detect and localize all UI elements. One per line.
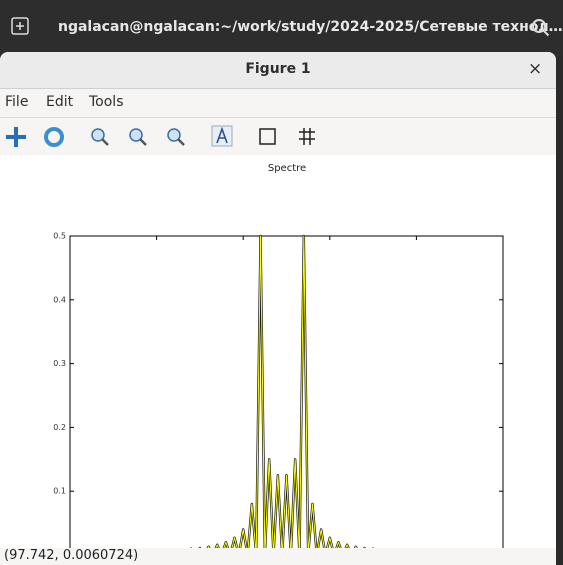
axes-box-tool[interactable] xyxy=(259,128,276,145)
menu-item[interactable]: Edit xyxy=(46,94,74,110)
insert-text-tool[interactable] xyxy=(211,125,233,147)
toolbar xyxy=(0,117,556,147)
axes-box xyxy=(69,235,504,548)
new-tab-button[interactable] xyxy=(8,14,34,40)
y-tick-label: 0.5 xyxy=(53,232,66,241)
zoom-in-tool[interactable] xyxy=(91,128,109,146)
title-bar: Figure 1 × xyxy=(0,52,556,89)
menu-bar: File Edit Tools xyxy=(0,89,556,117)
line xyxy=(199,235,366,548)
status-bar: (97.742, 0.0060724) xyxy=(4,548,139,563)
window-title: Figure 1 xyxy=(245,61,311,77)
terminal-title: ngalacan@ngalacan:~/work/study/2024-2025… xyxy=(58,19,563,35)
y-tick-label: 0.1 xyxy=(53,487,66,496)
pan-tool[interactable] xyxy=(6,127,26,147)
menu-item[interactable]: Tools xyxy=(89,94,124,110)
line-edge xyxy=(190,234,375,548)
menu-item[interactable]: File xyxy=(5,94,29,110)
terminal-header: ngalacan@ngalacan:~/work/study/2024-2025… xyxy=(0,0,563,56)
search-button[interactable] xyxy=(527,14,555,42)
y-tick-label: 0.4 xyxy=(53,295,66,304)
plot-area: Spectre 00.10.20.30.40.5020406080100Freq… xyxy=(0,155,556,548)
zoom-out-tool[interactable] xyxy=(129,128,147,146)
grid-tool[interactable] xyxy=(299,128,315,145)
chart-title: Spectre xyxy=(268,163,306,174)
close-button[interactable]: × xyxy=(528,59,543,79)
zoom-reset-tool[interactable] xyxy=(167,128,185,146)
figure-window: Figure 1 × File Edit Tools Spectre 00.10… xyxy=(0,52,556,565)
rotate-tool[interactable] xyxy=(44,127,64,147)
y-tick-label: 0.3 xyxy=(53,359,66,368)
y-tick-label: 0.2 xyxy=(53,423,66,432)
